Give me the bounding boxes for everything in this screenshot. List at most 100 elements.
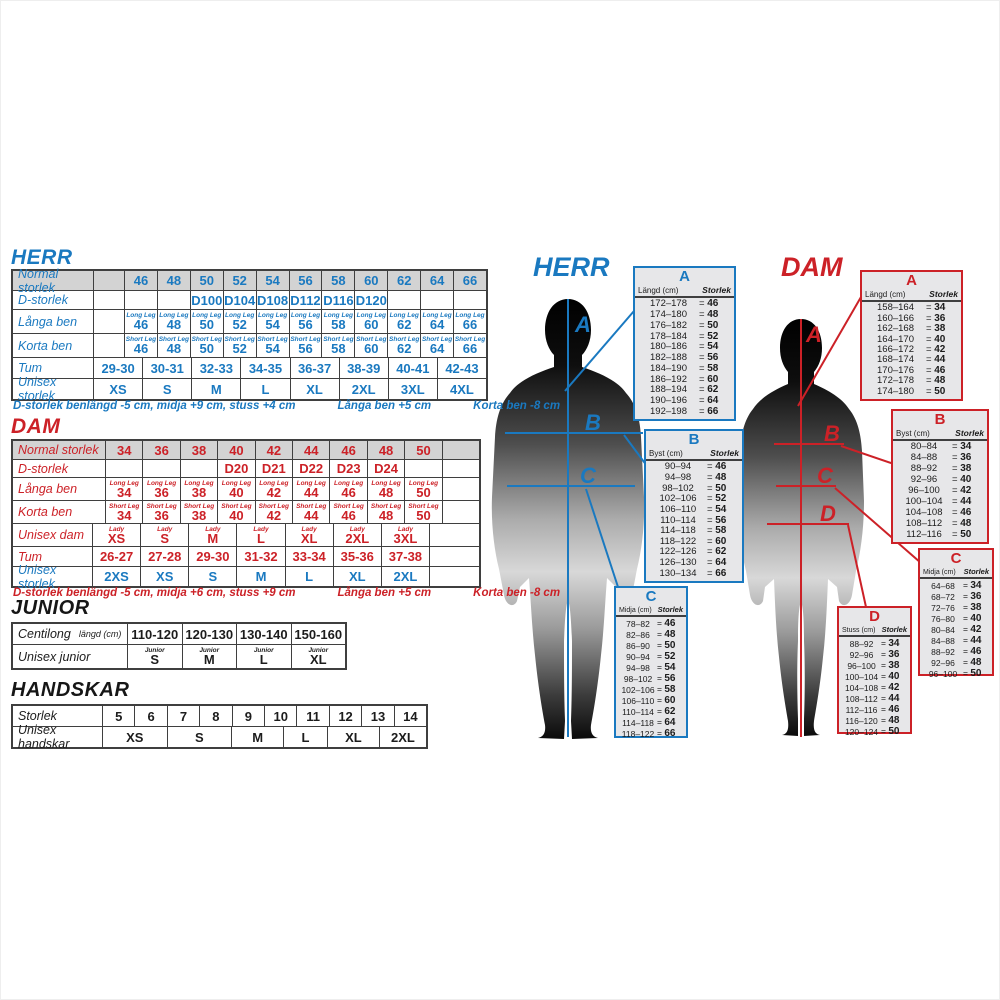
table-cell: 2XS (104, 569, 129, 584)
table-cell: Long Leg 62 (387, 310, 420, 333)
table-cell: Lady XL (284, 524, 333, 546)
measure-row: 164–170 = 40 (877, 333, 946, 345)
dam-figure-title: DAM (781, 252, 843, 282)
row-label: Storlek (13, 706, 103, 726)
measure-row: 100–104 = 44 (905, 495, 972, 507)
measure-table-letter: A (679, 268, 690, 285)
table-cell: D112 (288, 291, 321, 309)
table-cell: Short Leg 50 (189, 334, 222, 357)
table-cell: 50 (404, 441, 441, 459)
measure-row: 68–72 = 36 (931, 591, 982, 602)
table-cell (428, 567, 479, 586)
table-cell: 14 (393, 706, 426, 726)
measure-row: 106–110 = 54 (659, 503, 727, 515)
table-cell (94, 271, 124, 290)
handskar-section-title: HANDSKAR (11, 679, 130, 701)
table-cell: Short Leg 58 (321, 334, 354, 357)
table-cell: 29-30 (101, 360, 135, 376)
dam-connector-c (834, 487, 922, 564)
table-cell: L (240, 379, 289, 399)
table-cell: 120-130 (181, 624, 237, 644)
measure-col2: Storlek (881, 625, 907, 634)
table-cell: Short Leg 50 (404, 501, 441, 523)
table-cell: Lady M (188, 524, 236, 546)
dam-letter-c: C (817, 463, 834, 488)
row-label-main: Centilong (18, 627, 71, 641)
row-label-sub: längd (cm) (78, 629, 122, 639)
measure-row: 114–118 = 58 (660, 525, 727, 537)
table-cell: 110-120 (131, 626, 179, 642)
table-cell: Long Leg 48 (366, 478, 404, 500)
table-cell: Short Leg 46 (329, 501, 366, 523)
table-cell: Long Leg 48 (156, 310, 190, 333)
measure-row: 184–190 = 58 (650, 362, 719, 374)
measure-row: 92–96 = 36 (849, 649, 900, 660)
table-cell: 150-160 (290, 624, 346, 644)
table-cell: Long Leg 64 (420, 310, 453, 333)
row-label: D-storlek (13, 460, 106, 477)
table-row: Normal storlek 46 48 50 52 54 56 58 60 62 64 66 (13, 267, 486, 295)
table-cell: 44 (292, 441, 329, 459)
table-cell: 46 (124, 271, 157, 290)
table-cell: 66 (453, 271, 486, 290)
measure-row: 108–112 = 44 (845, 693, 900, 704)
table-cell: 2XL (380, 567, 429, 586)
measure-col2: Storlek (710, 448, 739, 458)
measure-row: 172–178 = 46 (650, 298, 719, 310)
measure-col1: Längd (cm) (638, 286, 679, 295)
table-cell: Long Leg 58 (321, 310, 354, 333)
measure-table-letter: B (934, 411, 946, 428)
measure-table-letter: C (950, 550, 962, 567)
measure-row: 190–196 = 64 (650, 394, 719, 406)
table-row: Korta ben Short Leg 34 Short Leg 36 Short Le… (13, 500, 479, 523)
table-cell: 32-33 (191, 358, 240, 378)
measure-row: 104–108 = 46 (905, 506, 972, 518)
table-cell: 40-41 (387, 358, 437, 378)
table-cell: 36 (142, 441, 179, 459)
dam-letter-b: B (824, 421, 840, 446)
table-cell: Short Leg 60 (354, 334, 387, 357)
measure-table-header: Midja (cm) Storlek (920, 567, 992, 579)
row-label: Långa ben (13, 478, 106, 500)
table-cell (441, 501, 479, 523)
measure-row: 90–94 = 52 (626, 651, 676, 662)
row-label: Unisex junior (13, 645, 128, 668)
measure-row: 96–100 = 50 (928, 668, 982, 679)
table-cell: 8 (199, 706, 231, 726)
table-cell: 42-43 (436, 358, 486, 378)
herr-size-table: Normal storlek 46 48 50 52 54 56 58 60 62 64 66 D-… (11, 267, 488, 403)
table-cell (94, 310, 124, 333)
table-cell: XS (126, 729, 144, 745)
table-cell: 34-35 (240, 358, 289, 378)
table-row: Centilong längd (cm) 110-120 120-130 130-1… (13, 624, 345, 644)
measure-table-body: 64–68 = 34 68–72 = 36 72–76 = 38 76–80 = 40 80–8… (920, 579, 992, 681)
table-cell (94, 291, 124, 309)
measure-col1: Längd (cm) (865, 290, 906, 299)
measure-row: 116–120 = 48 (845, 715, 900, 726)
table-cell: Long Leg 36 (142, 478, 179, 500)
table-row: Unisex storlek XS S M L XL 2XL 3XL 4XL (13, 375, 486, 403)
table-cell: 31-32 (236, 547, 284, 566)
table-cell: S (142, 379, 191, 399)
measure-row: 130–134 = 66 (659, 567, 727, 579)
footnote-item: Långa ben +5 cm (337, 587, 432, 599)
table-cell: M (191, 379, 240, 399)
table-cell (179, 460, 217, 477)
measure-col1: Stuss (cm) (842, 627, 876, 634)
measure-row: 96–100 = 42 (908, 485, 972, 496)
table-cell: 52 (222, 271, 256, 290)
table-cell: Long Leg 40 (217, 478, 254, 500)
table-cell: 54 (255, 271, 289, 290)
table-cell: 62 (387, 271, 420, 290)
table-cell: 60 (354, 271, 387, 290)
measure-row: 98–102 = 50 (662, 482, 727, 494)
table-cell: D104 (222, 291, 256, 309)
table-cell: Long Leg 50 (404, 478, 441, 500)
measure-row: 88–92 = 34 (849, 638, 900, 649)
table-cell: M (236, 567, 284, 586)
herr-letter-a: A (574, 312, 591, 337)
footnote-item: D-storlek benlängd -5 cm, midja +6 cm, s… (13, 587, 296, 599)
dam-measure-lines (767, 296, 922, 737)
measure-row: 94–98 = 48 (664, 471, 727, 483)
table-cell: 37-38 (380, 547, 429, 566)
